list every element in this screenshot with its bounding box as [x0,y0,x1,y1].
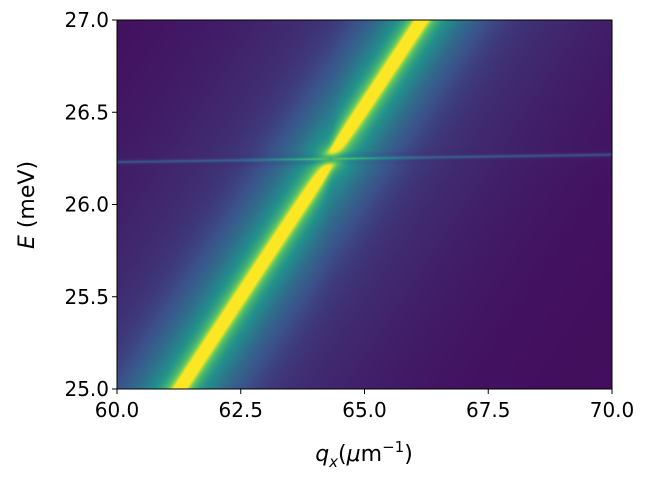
x-axis-ticks: 60.0 62.5 65.0 67.5 70.0 [95,389,635,422]
y-tick-label: 27.0 [64,8,109,32]
y-tick-label: 26.5 [64,100,109,124]
x-tick-label: 67.5 [466,398,511,422]
y-tick-label: 25.0 [64,377,109,401]
y-axis-label: E (meV) [15,161,40,249]
x-tick-label: 65.0 [342,398,387,422]
y-tick-label: 25.5 [64,285,109,309]
x-axis-label: qx(μm−1) [315,438,413,471]
x-tick-label: 60.0 [95,398,140,422]
x-tick-label: 70.0 [590,398,635,422]
plot-area [117,20,612,389]
y-axis-ticks: 25.0 25.5 26.0 26.5 27.0 [64,8,117,401]
heatmap-image [117,20,612,389]
x-tick-label: 62.5 [218,398,263,422]
y-tick-label: 26.0 [64,193,109,217]
